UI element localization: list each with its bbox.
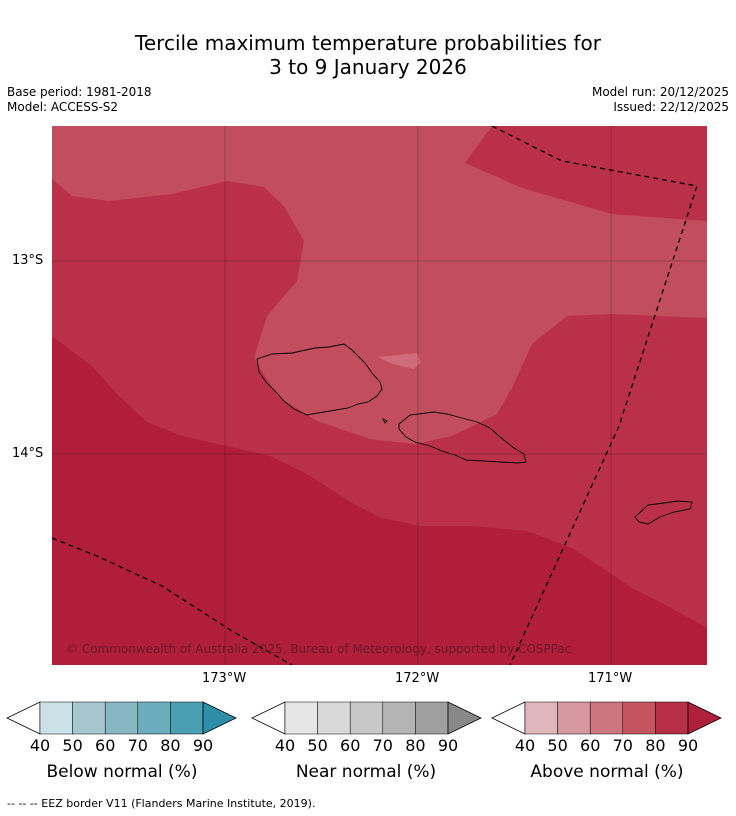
colorbar-bin — [524, 701, 558, 735]
colorbar-tick-label: 80 — [405, 736, 426, 755]
colorbar-bin — [415, 701, 449, 735]
colorbar-bin — [382, 701, 416, 735]
colorbar-tick-label: 60 — [580, 736, 601, 755]
colorbar-tick-label: 40 — [274, 736, 296, 755]
upolu-island — [398, 411, 527, 464]
eez-border — [52, 126, 698, 665]
lon-label-173w: 173°W — [202, 671, 247, 686]
small-islet — [381, 417, 388, 424]
colorbar-0 — [6, 701, 237, 735]
lon-label-171w: 171°W — [588, 671, 633, 686]
below-ticks: 40 50 60 70 80 90 — [0, 736, 736, 756]
colorbar-tick-label: 70 — [372, 736, 393, 755]
savaii-island — [256, 343, 383, 416]
colorbar-under-arrow — [6, 701, 41, 735]
colorbar-2 — [491, 701, 722, 735]
lat-label-13s: 13°S — [12, 253, 44, 268]
colorbar-1 — [251, 701, 482, 735]
below-normal-label: Below normal (%) — [46, 762, 198, 782]
colorbar-bin — [137, 701, 171, 735]
colorbar-tick-label: 60 — [95, 736, 116, 755]
above-normal-label: Above normal (%) — [530, 762, 684, 782]
lat-label-14s: 14°S — [12, 446, 44, 461]
colorbar-tick-label: 70 — [612, 736, 633, 755]
title-line-2: 3 to 9 January 2026 — [269, 55, 467, 79]
colorbar-tick-label: 50 — [547, 736, 568, 755]
model-name: Model: ACCESS-S2 — [7, 100, 119, 114]
graticule — [52, 126, 707, 665]
colorbar-bin — [589, 701, 624, 735]
issued-date: Issued: 22/12/2025 — [613, 100, 729, 114]
colorbar-tick-label: 50 — [62, 736, 83, 755]
colorbar-bin — [557, 701, 591, 735]
colorbar-bin — [170, 701, 204, 735]
colorbar-bin — [39, 701, 73, 735]
colorbar-tick-label: 60 — [340, 736, 361, 755]
probability-map: © Commonwealth of Australia 2025, Bureau… — [52, 126, 707, 665]
colorbar-under-arrow — [491, 701, 526, 735]
colorbar-bin — [104, 701, 139, 735]
model-run: Model run: 20/12/2025 — [591, 85, 729, 99]
eez-footer-note: -- -- -- EEZ border V11 (Flanders Marine… — [7, 797, 316, 810]
near-normal-label: Near normal (%) — [295, 762, 437, 782]
title-line-1: Tercile maximum temperature probabilitie… — [135, 31, 601, 55]
colorbar-over-arrow — [202, 701, 237, 735]
colorbar-tick-label: 40 — [514, 736, 536, 755]
colorbar-over-arrow — [447, 701, 482, 735]
colorbar-over-arrow — [687, 701, 722, 735]
islands — [256, 343, 693, 525]
colorbar-bin — [72, 701, 106, 735]
tutuila-island — [634, 500, 693, 525]
colorbar-tick-label: 40 — [29, 736, 51, 755]
lon-label-172w: 172°W — [395, 671, 440, 686]
colorbar-bin — [284, 701, 318, 735]
colorbar-tick-label: 70 — [127, 736, 148, 755]
colorbar-tick-label: 50 — [307, 736, 328, 755]
meta-right: Model run: 20/12/2025 Issued: 22/12/2025 — [592, 85, 729, 115]
colorbar-bin — [622, 701, 656, 735]
above-ticks: 40 50 60 70 80 90 — [0, 736, 736, 756]
colorbar-tick-label: 90 — [677, 736, 699, 755]
colorbar-bin — [317, 701, 351, 735]
meta-left: Base period: 1981-2018 Model: ACCESS-S2 — [7, 85, 152, 115]
colorbars — [6, 701, 722, 735]
colorbar-tick-label: 80 — [160, 736, 181, 755]
colorbar-bin — [349, 701, 384, 735]
colorbar-tick-label: 80 — [645, 736, 666, 755]
band-80-top — [465, 126, 707, 221]
colorbar-tick-label: 90 — [192, 736, 214, 755]
colorbar-bin — [655, 701, 689, 735]
band-90-bottom — [52, 336, 707, 665]
copyright-notice: © Commonwealth of Australia 2025, Bureau… — [66, 642, 571, 656]
colorbar-tick-label: 90 — [437, 736, 459, 755]
light-patch — [378, 353, 421, 369]
colorbar-under-arrow — [251, 701, 286, 735]
base-period: Base period: 1981-2018 — [7, 85, 152, 99]
near-ticks: 40 50 60 70 80 90 — [0, 736, 736, 756]
